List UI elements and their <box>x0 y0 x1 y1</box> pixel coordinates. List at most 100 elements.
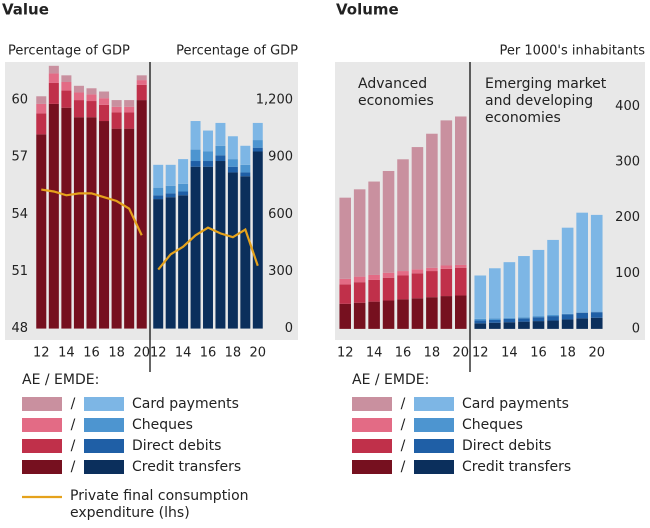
bar-segment <box>203 161 213 167</box>
bar-segment <box>48 65 59 74</box>
annotation: Emerging market and developing economies <box>485 76 607 126</box>
bar-segment <box>561 314 574 320</box>
bar-segment <box>368 301 380 329</box>
legend-label: Card payments <box>132 396 239 412</box>
bar-segment <box>576 312 588 313</box>
bar-segment <box>153 195 164 200</box>
x-tick-label: 20 <box>588 346 605 361</box>
legend-separator: / <box>401 396 406 412</box>
x-tick-label: 14 <box>175 346 192 361</box>
legend-separator: / <box>401 438 406 454</box>
bar-segment <box>48 82 59 104</box>
x-tick-label: 12 <box>337 346 354 361</box>
bar-segment <box>48 103 59 329</box>
bar-segment <box>61 107 72 329</box>
bar-segment <box>547 239 559 315</box>
bar-segment <box>590 317 603 329</box>
bar-segment <box>61 81 72 91</box>
x-tick-label: 12 <box>33 346 50 361</box>
bar-segment <box>503 317 516 319</box>
y2-axis-label: Per 1000's inhabitants <box>499 44 645 59</box>
legend-label: Cheques <box>462 417 523 433</box>
bar-segment <box>36 103 47 114</box>
bar-segment <box>368 181 380 275</box>
bar-segment <box>397 299 409 329</box>
legend-separator: / <box>71 417 76 433</box>
legend-swatch <box>414 460 454 474</box>
bar-segment <box>136 75 147 81</box>
bar-segment <box>590 214 603 312</box>
bar-segment <box>518 321 530 329</box>
bar-segment <box>252 151 263 329</box>
x-tick-label: 20 <box>453 346 470 361</box>
legend-label: Private final consumption expenditure (l… <box>70 488 249 521</box>
x-tick-label: 18 <box>108 346 125 361</box>
legend-swatch <box>84 397 124 411</box>
bar-segment <box>252 147 263 152</box>
y2-tick-label: 0 <box>632 321 640 336</box>
bar-segment <box>36 134 47 329</box>
x-tick-label: 14 <box>58 346 75 361</box>
bar-segment <box>474 318 487 321</box>
bar-segment <box>99 121 110 329</box>
y2-tick-label: 200 <box>615 210 640 225</box>
y-tick-label: 51 <box>11 264 28 279</box>
x-tick-label: 18 <box>559 346 576 361</box>
bar-segment <box>339 284 351 304</box>
bar-segment <box>455 264 467 268</box>
bar-segment <box>124 100 135 107</box>
bar-segment <box>518 256 530 318</box>
bar-segment <box>203 151 213 162</box>
bar-segment <box>353 189 366 277</box>
bar-segment <box>518 318 530 322</box>
bar-segment <box>215 145 226 156</box>
bar-segment <box>547 320 559 329</box>
bar-segment <box>111 112 122 129</box>
bar-segment <box>426 271 438 298</box>
bar-segment <box>48 73 59 83</box>
bar-segment <box>73 100 84 118</box>
bar-segment <box>99 104 110 122</box>
y2-axis-label: Percentage of GDP <box>176 44 298 59</box>
bar-segment <box>61 90 72 108</box>
line-series <box>41 188 143 236</box>
bar-segment <box>503 262 516 318</box>
panel-title: Value <box>2 1 49 19</box>
bar-segment <box>455 295 467 329</box>
bar-segment <box>227 172 238 329</box>
y-axis-label: Percentage of GDP <box>8 44 130 59</box>
bar-segment <box>532 249 545 317</box>
bar-segment <box>165 197 176 329</box>
bar-segment <box>203 166 213 329</box>
bar-segment <box>124 112 135 129</box>
x-tick-label: 16 <box>530 346 547 361</box>
bar-segment <box>353 276 366 283</box>
bar-segment <box>99 98 110 105</box>
y2-tick-label: 400 <box>615 99 640 114</box>
bar-segment <box>111 106 122 113</box>
bar-segment <box>165 185 176 194</box>
x-tick-label: 16 <box>395 346 412 361</box>
bar-segment <box>440 268 453 297</box>
bar-segment <box>111 128 122 329</box>
legend-separator: / <box>71 459 76 475</box>
bar-segment <box>61 75 72 82</box>
bar-segment <box>590 311 603 313</box>
legend-separator: / <box>401 417 406 433</box>
legend-swatch <box>352 418 392 432</box>
bar-segment <box>576 212 588 313</box>
bar-segment <box>489 322 501 329</box>
bar-segment <box>165 193 176 198</box>
bar-segment <box>397 159 409 272</box>
bar-segment <box>136 80 147 85</box>
x-tick-label: 14 <box>501 346 518 361</box>
bar-segment <box>252 122 263 141</box>
legend-swatch <box>352 397 392 411</box>
bar-segment <box>215 161 226 329</box>
bar-segment <box>411 147 424 270</box>
bar-segment <box>190 121 201 150</box>
bar-segment <box>252 140 263 148</box>
x-tick-label: 12 <box>150 346 167 361</box>
bar-segment <box>73 85 84 93</box>
